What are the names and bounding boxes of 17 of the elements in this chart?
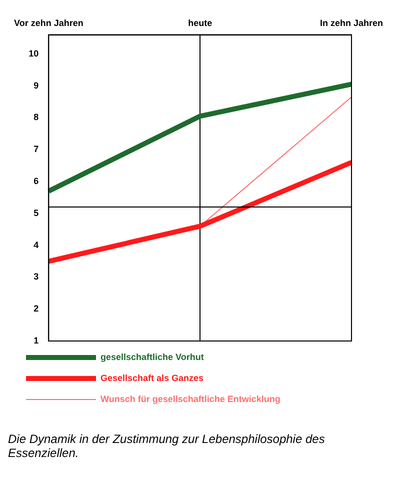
x-tick-label: In zehn Jahren xyxy=(320,18,383,28)
y-tick-label: 8 xyxy=(34,112,39,122)
text: gesellschaftliche Vorhut xyxy=(100,352,204,362)
text: Die Dynamik in der Zustimmung zur Lebensphilosophie des Essenziellen. xyxy=(8,432,326,460)
y-tick-label: 3 xyxy=(34,272,39,282)
y-tick-label: 7 xyxy=(34,144,39,154)
y-tick-label: 5 xyxy=(34,208,39,218)
y-tick-label: 9 xyxy=(34,80,39,90)
text: Wunsch für gesellschaftliche Entwicklung xyxy=(100,394,280,404)
text: Gesellschaft als Ganzes xyxy=(100,372,204,383)
y-tick-label: 6 xyxy=(34,176,39,186)
y-tick-label: 10 xyxy=(28,48,39,58)
y-tick-label: 2 xyxy=(34,304,39,314)
y-tick-label: 4 xyxy=(34,240,39,250)
y-tick-label: 1 xyxy=(34,335,39,346)
x-tick-label: heute xyxy=(188,18,212,28)
x-tick-label: Vor zehn Jahren xyxy=(14,18,84,28)
